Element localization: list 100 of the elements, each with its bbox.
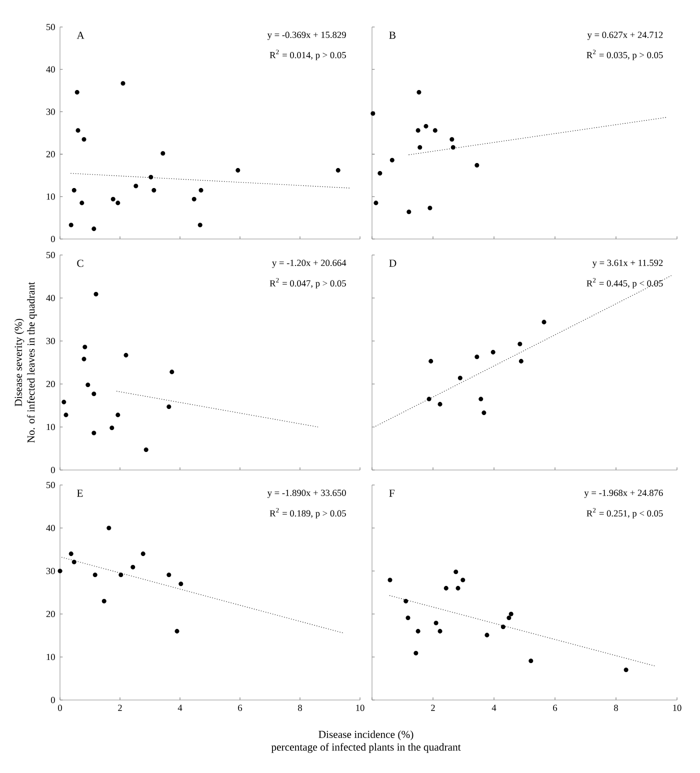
y-tick-label: 50 [46,252,55,258]
x-tick-label: 10 [356,704,364,711]
point [116,412,120,418]
point [418,145,422,150]
point [134,184,138,188]
y-tick-label: 30 [46,338,55,344]
point [388,578,392,582]
point [68,552,74,556]
chart-title: B [389,32,396,39]
point [174,628,180,634]
point [236,168,240,173]
point [478,396,484,402]
y-tick-label: 0 [50,696,55,704]
point [82,137,86,142]
point [450,137,454,142]
y-axis-title: Disease severity (%) No. of infected leaves in the quadrant [14,282,37,443]
point [432,128,438,133]
point [170,370,174,374]
point [72,560,76,564]
annotation: y = 3.61x + 11.592 [592,260,663,268]
annotation: y = -1.968x + 24.876 [584,490,663,498]
x-tick-label: 8 [614,704,618,711]
x-tick-label: 4 [492,704,496,711]
point [374,200,378,206]
point [456,586,460,590]
point [166,404,172,410]
point [528,658,534,664]
x-tick-label: 0 [58,704,62,711]
point [92,226,96,232]
point [484,632,490,638]
x-tick-label: 4 [178,704,182,711]
point [460,578,466,582]
point [198,188,204,192]
point [64,412,68,418]
point [428,358,434,364]
point [72,188,76,192]
chart-title: E [77,490,83,497]
point [94,292,98,296]
point [140,552,146,556]
point [106,526,112,530]
annotation: y = -1.20x + 20.664 [272,260,346,268]
point [148,174,154,180]
point [58,568,62,574]
y-tick-label: 40 [46,524,55,532]
point [444,586,448,590]
y-tick-label: 40 [46,294,55,302]
annotation: R$^{2}$ = 0.189, p > 0.05 [270,508,346,518]
point [450,145,456,150]
point [144,448,148,452]
point [370,111,376,116]
annotation: R$^{2}$ = 0.014, p > 0.05 [270,50,346,60]
chart-title: D [389,260,396,267]
point [406,210,412,214]
point [76,128,80,133]
point [82,356,86,362]
point [518,358,524,364]
point [542,320,546,324]
x-axis-title: Disease incidence (%) percentage of infected plants in the quadrant [271,730,461,753]
point [416,128,420,133]
point [500,624,506,630]
y-tick-label: 40 [46,66,55,73]
annotation: R$^{2}$ = 0.035, p > 0.05 [586,50,663,60]
point [438,402,442,406]
point [416,90,422,95]
y-tick-label: 50 [46,482,55,488]
point [160,151,166,156]
x-tick-label: 2 [431,704,435,711]
x-tick-label: 2 [118,704,122,711]
point [378,171,382,176]
x-tick-label: 6 [553,704,558,711]
point [454,570,458,574]
y-tick-label: 10 [46,654,55,660]
point [490,350,496,354]
chart-title: F [389,490,394,497]
annotation: R$^{2}$ = 0.251, p < 0.05 [586,508,663,518]
point [152,188,156,192]
x-tick-label: 8 [298,704,302,711]
point [506,616,512,620]
point [404,598,408,604]
point [406,616,410,620]
point [482,410,486,416]
point [416,628,420,634]
point [166,572,172,578]
y-tick-label: 20 [46,151,55,158]
point [92,572,98,578]
point [424,124,428,128]
point [86,382,90,388]
point [74,90,80,95]
point [518,342,522,346]
annotation: R$^{2}$ = 0.445, p < 0.05 [586,278,663,288]
point [474,354,480,360]
point [434,620,438,626]
chart-title: C [77,260,84,267]
y-tick-label: 0 [50,466,55,474]
y-tick-label: 30 [46,568,55,574]
point [118,572,124,578]
y-tick-label: 20 [46,380,55,388]
point [102,598,106,604]
y-tick-label: 10 [46,193,55,200]
point [116,200,120,206]
